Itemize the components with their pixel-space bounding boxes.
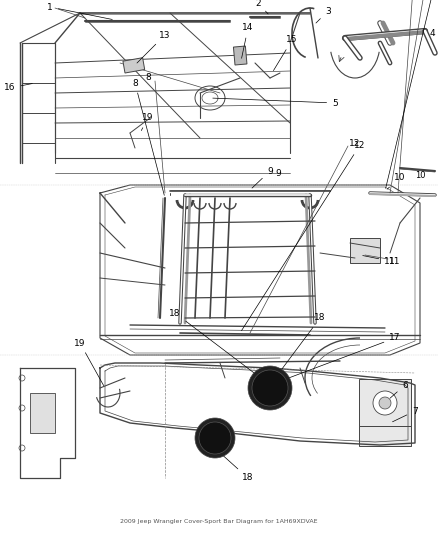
Text: 3: 3	[316, 6, 331, 23]
Text: 13: 13	[137, 30, 171, 63]
Text: 14: 14	[242, 23, 254, 58]
Text: 9: 9	[275, 168, 281, 177]
Text: 9: 9	[252, 166, 273, 188]
Text: 5: 5	[213, 98, 338, 108]
Bar	[30, 393, 55, 433]
Text: 19: 19	[74, 338, 104, 385]
Text: 19: 19	[141, 114, 154, 131]
Text: 4: 4	[429, 28, 435, 37]
Text: 16: 16	[4, 84, 32, 93]
Text: 1: 1	[385, 0, 438, 188]
Text: 11: 11	[389, 256, 401, 265]
Text: 2009 Jeep Wrangler Cover-Sport Bar Diagram for 1AH69XDVAE: 2009 Jeep Wrangler Cover-Sport Bar Diagr…	[120, 519, 318, 523]
Text: 15: 15	[273, 36, 298, 71]
Text: 12: 12	[350, 139, 360, 148]
Text: 7: 7	[392, 407, 418, 422]
Circle shape	[195, 418, 235, 458]
Circle shape	[248, 366, 292, 410]
FancyBboxPatch shape	[359, 426, 411, 446]
Text: 8: 8	[145, 72, 151, 82]
FancyBboxPatch shape	[359, 379, 411, 426]
Text: 1: 1	[47, 3, 112, 20]
Text: 8: 8	[132, 78, 164, 195]
Bar	[123, 58, 145, 73]
Bar	[233, 46, 247, 65]
Circle shape	[379, 397, 391, 409]
Text: 2: 2	[255, 0, 268, 14]
Bar	[350, 238, 380, 263]
Text: 18: 18	[169, 309, 268, 383]
Text: 11: 11	[363, 255, 396, 265]
Circle shape	[199, 422, 231, 454]
Text: 10: 10	[415, 172, 425, 181]
Circle shape	[373, 391, 397, 415]
Text: 18: 18	[220, 453, 254, 482]
Text: 17: 17	[272, 334, 401, 384]
Circle shape	[19, 445, 25, 451]
Circle shape	[19, 405, 25, 411]
Circle shape	[19, 375, 25, 381]
Text: 10: 10	[387, 174, 406, 189]
Circle shape	[252, 370, 288, 406]
Text: 12: 12	[241, 141, 366, 330]
Text: 18: 18	[272, 313, 326, 383]
Text: 6: 6	[390, 381, 408, 398]
